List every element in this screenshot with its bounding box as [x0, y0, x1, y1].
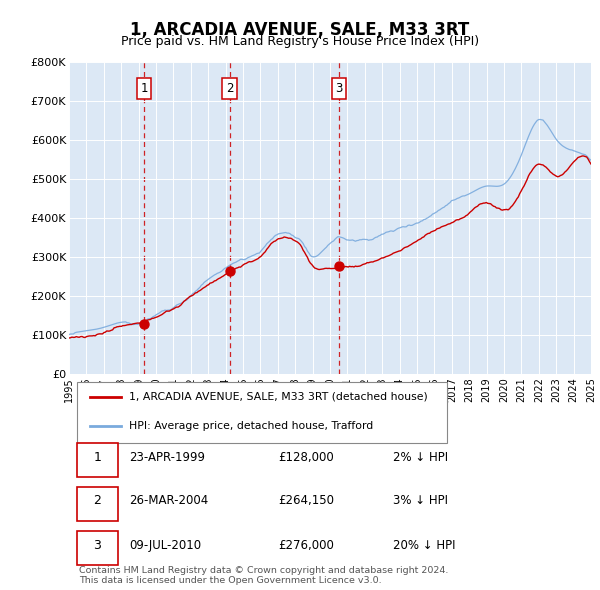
Text: 20% ↓ HPI: 20% ↓ HPI: [392, 539, 455, 552]
Text: 09-JUL-2010: 09-JUL-2010: [129, 539, 201, 552]
Text: 2% ↓ HPI: 2% ↓ HPI: [392, 451, 448, 464]
FancyBboxPatch shape: [77, 382, 448, 443]
FancyBboxPatch shape: [77, 532, 118, 565]
FancyBboxPatch shape: [77, 487, 118, 520]
Text: 1, ARCADIA AVENUE, SALE, M33 3RT: 1, ARCADIA AVENUE, SALE, M33 3RT: [130, 21, 470, 39]
Text: 1: 1: [140, 82, 148, 95]
Text: 1: 1: [93, 451, 101, 464]
Text: 26-MAR-2004: 26-MAR-2004: [129, 494, 208, 507]
Text: 3: 3: [93, 539, 101, 552]
Text: 1, ARCADIA AVENUE, SALE, M33 3RT (detached house): 1, ARCADIA AVENUE, SALE, M33 3RT (detach…: [129, 392, 428, 402]
Text: 2: 2: [93, 494, 101, 507]
Text: £128,000: £128,000: [278, 451, 334, 464]
FancyBboxPatch shape: [77, 443, 118, 477]
Text: Price paid vs. HM Land Registry's House Price Index (HPI): Price paid vs. HM Land Registry's House …: [121, 35, 479, 48]
Text: 23-APR-1999: 23-APR-1999: [129, 451, 205, 464]
Text: Contains HM Land Registry data © Crown copyright and database right 2024.
This d: Contains HM Land Registry data © Crown c…: [79, 566, 449, 585]
Text: 3: 3: [335, 82, 343, 95]
Text: £276,000: £276,000: [278, 539, 334, 552]
Text: HPI: Average price, detached house, Trafford: HPI: Average price, detached house, Traf…: [129, 421, 373, 431]
Text: 3% ↓ HPI: 3% ↓ HPI: [392, 494, 448, 507]
Text: £264,150: £264,150: [278, 494, 334, 507]
Text: 2: 2: [226, 82, 233, 95]
